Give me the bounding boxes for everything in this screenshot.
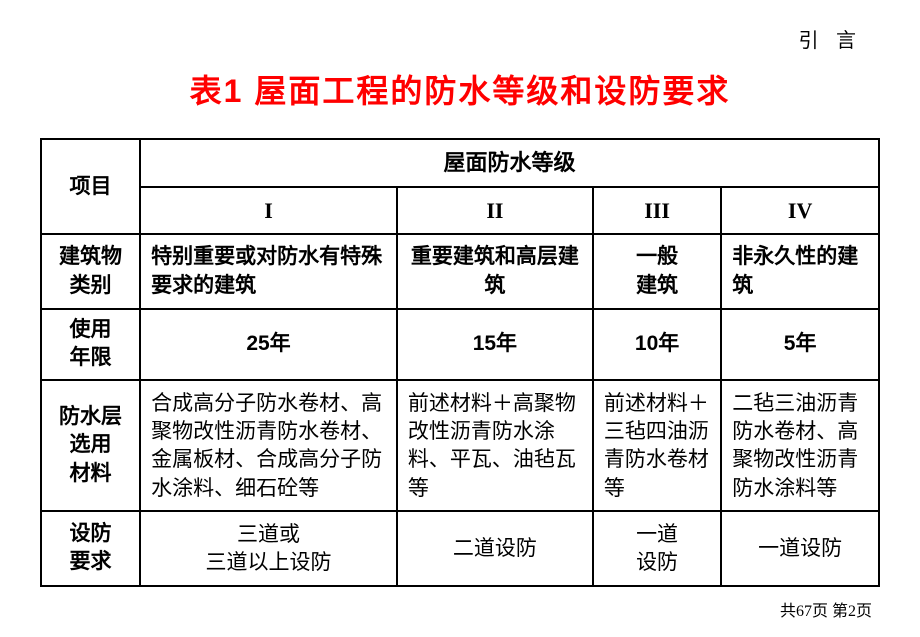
table-header-row-2: I II III IV bbox=[41, 187, 879, 235]
table-cell: 一般建筑 bbox=[593, 234, 721, 309]
grade-header-3: III bbox=[593, 187, 721, 235]
row-label-materials: 防水层选用材料 bbox=[41, 380, 140, 511]
table-cell: 三道或三道以上设防 bbox=[140, 511, 397, 586]
table-cell: 15年 bbox=[397, 309, 593, 380]
page-footer: 共67页 第2页 bbox=[780, 597, 872, 621]
waterproof-grade-table: 项目 屋面防水等级 I II III IV 建筑物类别 特别重要或对防水有特殊要… bbox=[40, 138, 880, 587]
section-label: 引 言 bbox=[798, 24, 862, 53]
grade-header-2: II bbox=[397, 187, 593, 235]
grade-header-4: IV bbox=[721, 187, 879, 235]
table-cell: 二道设防 bbox=[397, 511, 593, 586]
table-cell: 一道设防 bbox=[721, 511, 879, 586]
table-cell: 前述材料＋三毡四油沥青防水卷材等 bbox=[593, 380, 721, 511]
table-cell: 5年 bbox=[721, 309, 879, 380]
table-cell: 10年 bbox=[593, 309, 721, 380]
row-label-building-type: 建筑物类别 bbox=[41, 234, 140, 309]
table-cell: 一道设防 bbox=[593, 511, 721, 586]
row-label-lifespan: 使用年限 bbox=[41, 309, 140, 380]
row-label-requirements: 设防要求 bbox=[41, 511, 140, 586]
table-cell: 25年 bbox=[140, 309, 397, 380]
table-row: 使用年限 25年 15年 10年 5年 bbox=[41, 309, 879, 380]
table-cell: 前述材料＋高聚物改性沥青防水涂料、平瓦、油毡瓦等 bbox=[397, 380, 593, 511]
table-header-row-1: 项目 屋面防水等级 bbox=[41, 139, 879, 187]
table-cell: 合成高分子防水卷材、高聚物改性沥青防水卷材、金属板材、合成高分子防水涂料、细石砼… bbox=[140, 380, 397, 511]
table-cell: 二毡三油沥青防水卷材、高聚物改性沥青防水涂料等 bbox=[721, 380, 879, 511]
table-cell: 非永久性的建筑 bbox=[721, 234, 879, 309]
table-row: 防水层选用材料 合成高分子防水卷材、高聚物改性沥青防水卷材、金属板材、合成高分子… bbox=[41, 380, 879, 511]
table-row: 设防要求 三道或三道以上设防 二道设防 一道设防 一道设防 bbox=[41, 511, 879, 586]
spanning-header: 屋面防水等级 bbox=[140, 139, 879, 187]
table-title: 表1 屋面工程的防水等级和设防要求 bbox=[40, 66, 880, 112]
table-row: 建筑物类别 特别重要或对防水有特殊要求的建筑 重要建筑和高层建筑 一般建筑 非永… bbox=[41, 234, 879, 309]
grade-header-1: I bbox=[140, 187, 397, 235]
table-cell: 重要建筑和高层建筑 bbox=[397, 234, 593, 309]
corner-header: 项目 bbox=[41, 139, 140, 234]
table-cell: 特别重要或对防水有特殊要求的建筑 bbox=[140, 234, 397, 309]
